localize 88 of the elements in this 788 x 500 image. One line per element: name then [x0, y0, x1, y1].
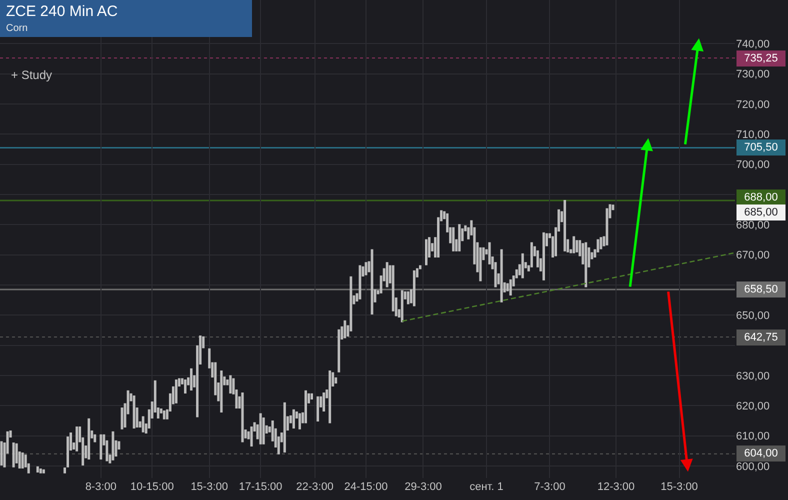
y-tick-label: 610,00: [736, 430, 770, 443]
candlestick: [262, 417, 265, 444]
candlestick: [259, 413, 262, 444]
candlestick: [184, 379, 186, 394]
x-tick-label: 10-15:00: [130, 481, 174, 493]
candlestick: [344, 320, 346, 338]
x-tick-label: 15-3:00: [660, 481, 698, 493]
candlestick: [36, 466, 39, 472]
candlestick: [386, 262, 388, 288]
ref-line-label: 642,75: [744, 332, 778, 344]
candlestick: [142, 416, 144, 432]
candlestick: [112, 431, 114, 460]
y-tick-label: 720,00: [736, 98, 770, 111]
chart-title: ZCE 240 Min AC: [6, 3, 118, 20]
candlestick: [292, 409, 295, 428]
x-tick-label: 17-15:00: [238, 481, 282, 493]
ref-line-label: 705,50: [744, 142, 778, 154]
candlestick: [358, 265, 362, 300]
candlestick: [328, 370, 332, 424]
x-tick-label: 7-3:00: [534, 481, 566, 493]
y-tick-label: 710,00: [736, 129, 770, 142]
candlestick: [94, 434, 96, 442]
annotation: + Study: [11, 68, 52, 82]
candlestick: [425, 239, 428, 266]
x-tick-label: 15-3:00: [190, 481, 228, 493]
candlestick: [42, 469, 45, 474]
candlestick: [521, 253, 524, 278]
y-tick-label: 670,00: [736, 250, 770, 262]
text: Corn: [6, 23, 28, 34]
x-tick-label: 24-15:00: [344, 481, 388, 493]
candlestick: [174, 379, 178, 404]
candlestick: [572, 236, 576, 254]
y-tick-label: 700,00: [736, 159, 770, 172]
y-tick-label: 730,00: [736, 68, 770, 81]
candlestick: [600, 237, 602, 250]
x-tick-label: 22-3:00: [296, 481, 334, 493]
candlestick: [370, 249, 374, 314]
candlestick: [190, 368, 193, 390]
candlestick: [64, 468, 66, 474]
candlestick: [310, 393, 314, 400]
ref-line-label: 688,00: [744, 192, 778, 204]
candlestick: [250, 426, 253, 447]
candlestick: [162, 410, 166, 420]
y-tick-label: 630,00: [736, 370, 770, 382]
x-tick-label: 12-3:00: [597, 481, 635, 493]
y-tick-label: 600,00: [736, 460, 770, 473]
x-tick-label: сент. 1: [470, 481, 504, 493]
y-tick-label: 680,00: [736, 220, 770, 232]
candlestick: [220, 370, 223, 412]
candlestick: [564, 200, 566, 252]
candlestick: [283, 402, 286, 453]
y-tick-label: 620,00: [736, 400, 770, 412]
candlestick: [132, 395, 136, 428]
candlestick: [542, 232, 545, 280]
x-tick-label: 8-3:00: [85, 481, 117, 493]
candlestick: [530, 242, 533, 268]
x-tick-label: 29-3:00: [404, 481, 442, 493]
candlestick: [606, 208, 608, 246]
candlestick: [88, 418, 90, 460]
y-tick-label: 740,00: [736, 38, 770, 51]
ref-line-label: 658,50: [744, 284, 778, 296]
candlestick: [452, 227, 455, 252]
candlestick: [536, 250, 539, 268]
candlestick: [509, 279, 512, 296]
candlestick: [304, 390, 307, 424]
candlestick: [298, 413, 301, 430]
candlestick: [76, 426, 78, 452]
ref-line-label: 604,00: [744, 448, 778, 460]
candlestick: [584, 242, 588, 288]
candlestick: [66, 436, 70, 468]
candlestick: [576, 240, 578, 252]
candlestick: [406, 291, 410, 304]
candlestick: [506, 283, 509, 292]
candlestick: [500, 249, 503, 302]
y-tick-label: 650,00: [736, 310, 770, 322]
candlestick: [458, 224, 461, 252]
candlestick: [39, 468, 42, 474]
text: 685,00: [744, 206, 778, 218]
candlestick: [322, 392, 326, 412]
candlestick: [229, 375, 232, 394]
candlestick: [412, 270, 416, 306]
candlestick: [12, 442, 15, 468]
candlestick: [21, 452, 24, 469]
candlestick: [316, 396, 320, 422]
ref-line-label: 735,25: [744, 52, 778, 64]
candlestick: [100, 434, 102, 460]
candlestick: [400, 290, 404, 322]
candlestick: [338, 329, 340, 372]
